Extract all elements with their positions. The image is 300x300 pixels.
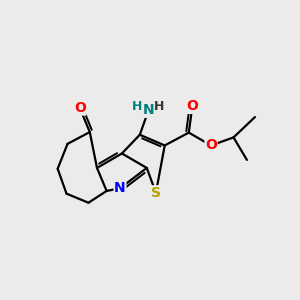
Text: S: S bbox=[151, 186, 161, 200]
Text: N: N bbox=[114, 181, 126, 195]
Text: O: O bbox=[74, 101, 86, 115]
Text: H: H bbox=[154, 100, 165, 113]
Text: N: N bbox=[143, 103, 154, 117]
Text: O: O bbox=[186, 99, 198, 113]
Text: O: O bbox=[205, 138, 217, 152]
Text: H: H bbox=[132, 100, 142, 113]
